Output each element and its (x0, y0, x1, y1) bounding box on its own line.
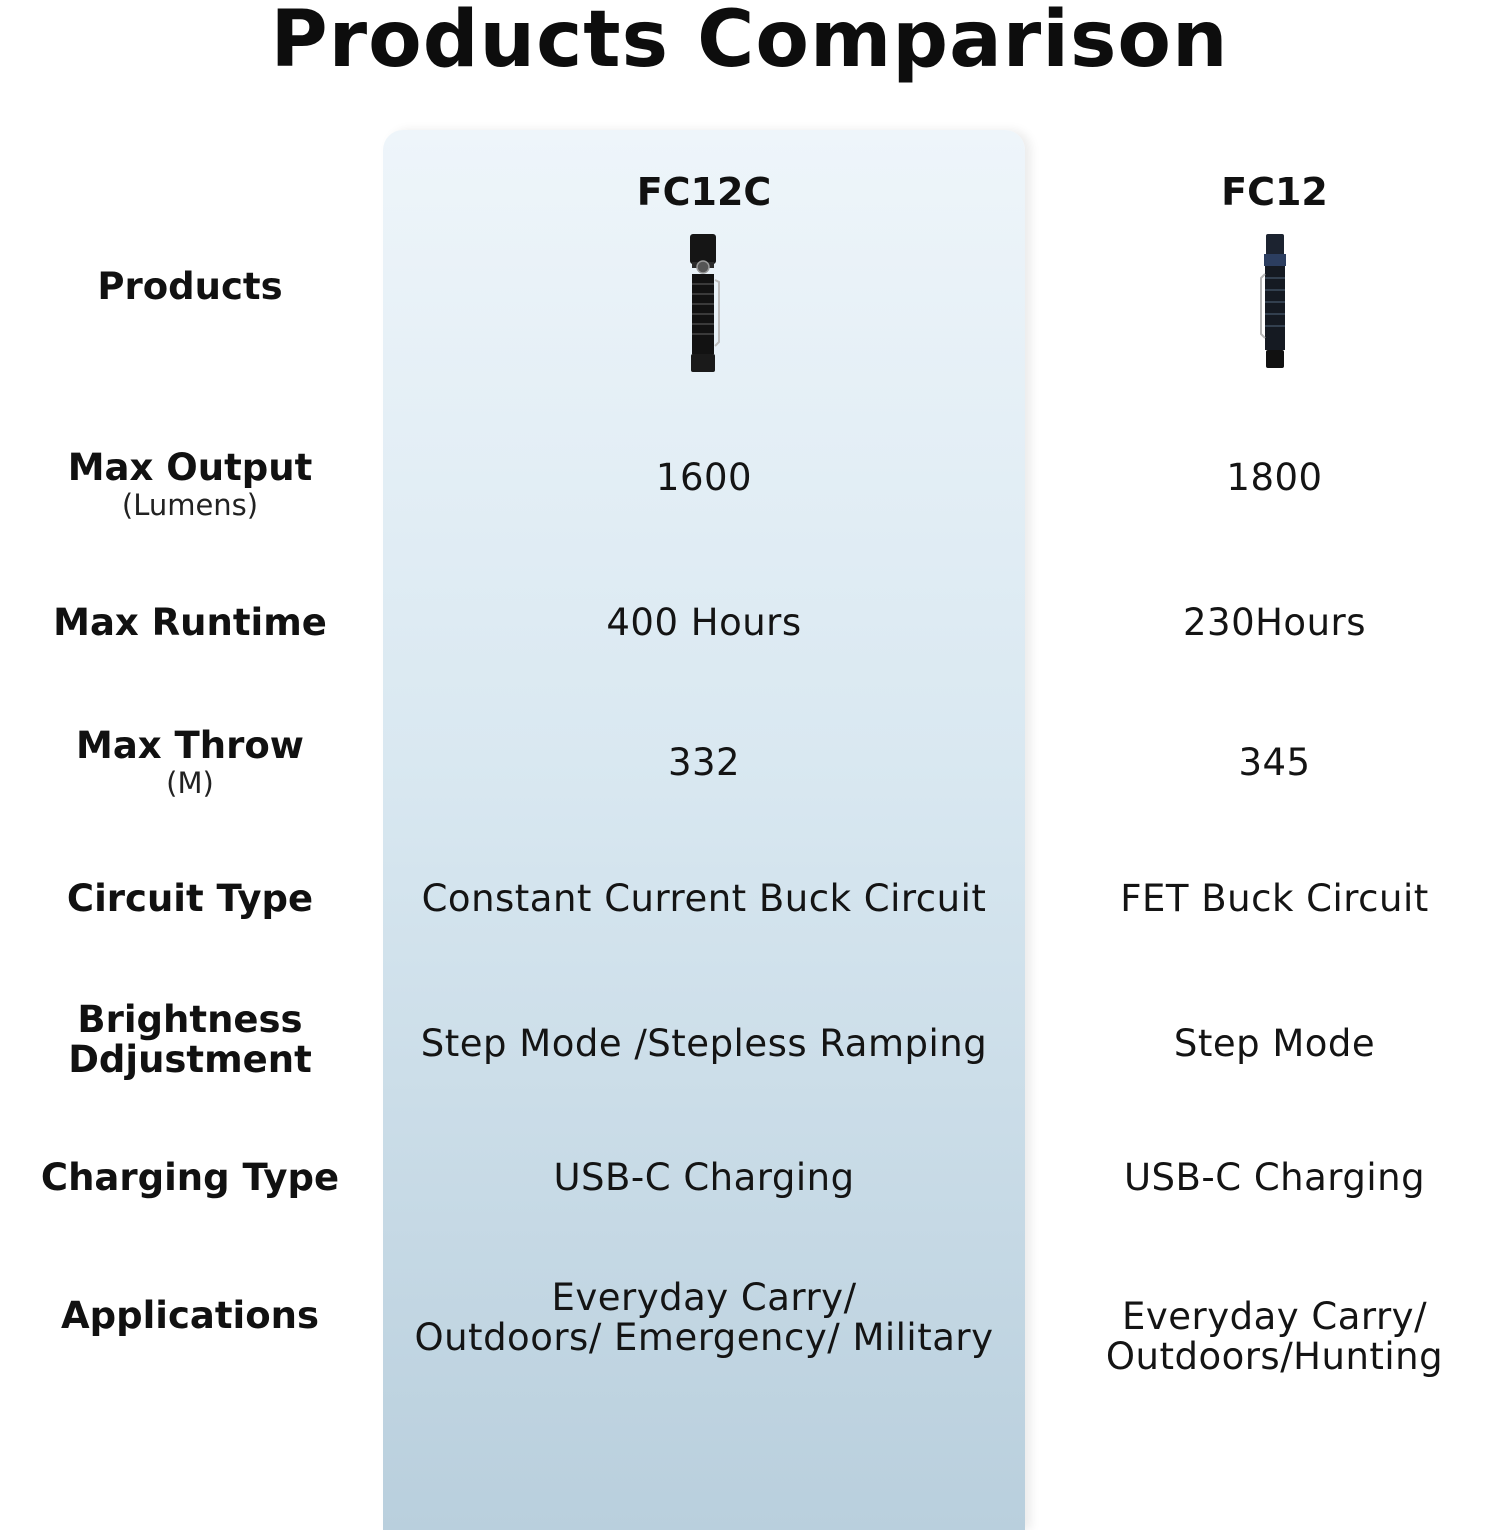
page-title: Products Comparison (270, 0, 1229, 85)
flashlight-fc12c-icon (690, 234, 720, 372)
row-label-text: Circuit Type (66, 877, 314, 920)
row-label-text: Charging Type (40, 1156, 340, 1199)
row-label-applications: Applications (20, 1293, 360, 1339)
product-header-fc12: FC12 (1050, 170, 1499, 390)
value-fc12-max-runtime: 230Hours (1050, 600, 1499, 646)
flashlight-fc12-icon (1259, 234, 1286, 368)
row-label-products: Products (20, 255, 360, 319)
value-text: Constant Current Buck Circuit (421, 877, 987, 920)
value-fc12-applications: Everyday Carry/ Outdoors/Hunting (1050, 1295, 1499, 1379)
row-label-max-runtime: Max Runtime (20, 600, 360, 646)
value-text: USB-C Charging (1123, 1156, 1426, 1199)
row-label-charging-type: Charging Type (20, 1155, 360, 1201)
row-label-brightness-adjustment: Brightness Ddjustment (20, 995, 360, 1085)
value-fc12-charging-type: USB-C Charging (1050, 1155, 1499, 1201)
value-text: 1600 (655, 456, 753, 499)
row-label-text: Products (97, 265, 283, 308)
value-fc12c-max-output: 1600 (383, 455, 1025, 501)
value-fc12-brightness-adjustment: Step Mode (1050, 1021, 1499, 1067)
value-text: 1800 (1226, 456, 1323, 499)
value-text: FET Buck Circuit (1120, 877, 1429, 920)
row-label-text-line2: Ddjustment (68, 1038, 312, 1081)
product-name: FC12 (1221, 170, 1328, 214)
row-label-unit: (M) (166, 766, 214, 800)
value-fc12-circuit-type: FET Buck Circuit (1050, 876, 1499, 922)
row-label-text: Brightness (77, 998, 303, 1041)
row-label-text: Applications (60, 1294, 320, 1337)
value-fc12-max-output: 1800 (1050, 455, 1499, 501)
value-text: Step Mode (1173, 1022, 1376, 1065)
value-fc12-max-throw: 345 (1050, 740, 1499, 786)
value-fc12c-max-throw: 332 (383, 740, 1025, 786)
value-text: 332 (667, 741, 741, 784)
row-label-unit: (Lumens) (121, 488, 259, 522)
product-name: FC12C (636, 170, 772, 214)
row-label-text: Max Runtime (53, 601, 327, 644)
row-label-text: Max Output (67, 446, 313, 489)
value-text-line2: Outdoors/Hunting (1105, 1335, 1444, 1378)
value-fc12c-max-runtime: 400 Hours (383, 600, 1025, 646)
value-text-line2: Outdoors/ Emergency/ Military (414, 1316, 994, 1359)
row-label-max-output: Max Output (Lumens) (20, 440, 360, 530)
value-text: 230Hours (1182, 601, 1367, 644)
value-text-line1: Everyday Carry/ (551, 1276, 857, 1319)
row-label-max-throw: Max Throw (M) (20, 718, 360, 808)
value-fc12c-applications: Everyday Carry/ Outdoors/ Emergency/ Mil… (383, 1276, 1025, 1360)
value-text-line1: Everyday Carry/ (1121, 1295, 1428, 1338)
value-text: USB-C Charging (553, 1156, 855, 1199)
row-label-text: Max Throw (76, 724, 304, 767)
value-text: 400 Hours (606, 601, 802, 644)
product-header-fc12c: FC12C (383, 170, 1025, 390)
value-text: 345 (1238, 741, 1311, 784)
value-fc12c-brightness-adjustment: Step Mode /Stepless Ramping (383, 1021, 1025, 1067)
value-text: Step Mode /Stepless Ramping (420, 1022, 988, 1065)
row-label-circuit-type: Circuit Type (20, 876, 360, 922)
value-fc12c-circuit-type: Constant Current Buck Circuit (383, 876, 1025, 922)
value-fc12c-charging-type: USB-C Charging (383, 1155, 1025, 1201)
